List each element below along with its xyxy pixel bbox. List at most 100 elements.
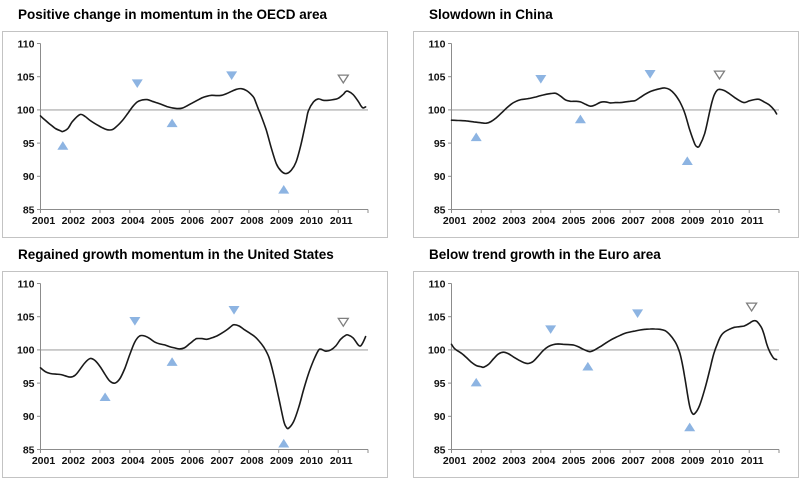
- trough-marker-icon: [684, 422, 696, 432]
- trough-marker-icon: [278, 438, 290, 448]
- svg-text:2005: 2005: [151, 215, 175, 227]
- svg-text:100: 100: [428, 345, 446, 357]
- svg-text:95: 95: [23, 138, 35, 150]
- chart-canvas-china: 85 90 95 100 105 110 2001 2002 2003 2004 2005 2006 2…: [413, 31, 799, 238]
- svg-text:2009: 2009: [681, 455, 705, 467]
- svg-text:2010: 2010: [300, 455, 324, 467]
- svg-text:100: 100: [17, 105, 35, 117]
- peak-marker-icon: [129, 317, 141, 326]
- svg-text:2005: 2005: [562, 455, 586, 467]
- chart-canvas-oecd: 85 90 95 100 105 110 2001 2002 2003 2004 2005 2006 2…: [2, 31, 388, 238]
- svg-text:2003: 2003: [502, 455, 526, 467]
- svg-text:85: 85: [23, 444, 35, 456]
- svg-text:2007: 2007: [210, 215, 234, 227]
- svg-text:2004: 2004: [121, 455, 145, 467]
- svg-text:90: 90: [434, 411, 446, 423]
- trough-marker-icon: [582, 361, 594, 371]
- svg-text:2010: 2010: [711, 455, 735, 467]
- peak-marker-icon: [131, 79, 143, 88]
- svg-text:2006: 2006: [181, 455, 205, 467]
- svg-text:85: 85: [434, 444, 446, 456]
- svg-text:85: 85: [23, 204, 35, 216]
- svg-text:2002: 2002: [62, 455, 86, 467]
- svg-text:2003: 2003: [502, 215, 526, 227]
- svg-text:2011: 2011: [330, 215, 353, 227]
- chart-panel-china: 85 90 95 100 105 110 2001 2002 2003 2004 2005 2006 2…: [413, 31, 799, 238]
- peak-marker-icon: [545, 325, 557, 334]
- chart-title-euro-area: Below trend growth in the Euro area: [429, 247, 661, 262]
- svg-text:100: 100: [428, 105, 446, 117]
- svg-text:105: 105: [17, 312, 35, 324]
- trough-marker-icon: [278, 184, 290, 194]
- svg-text:2004: 2004: [532, 215, 556, 227]
- peak-marker-icon: [228, 306, 240, 315]
- svg-text:2008: 2008: [240, 455, 264, 467]
- svg-text:110: 110: [18, 278, 35, 290]
- svg-text:90: 90: [23, 411, 35, 423]
- chart-canvas-euro-area: 85 90 95 100 105 110 2001 2002 2003 2004 2005 2006 2…: [413, 271, 799, 478]
- chart-title-china: Slowdown in China: [429, 7, 553, 22]
- svg-text:2008: 2008: [240, 215, 264, 227]
- chart-title-oecd: Positive change in momentum in the OECD …: [18, 7, 328, 22]
- svg-text:2005: 2005: [151, 455, 175, 467]
- svg-text:2003: 2003: [91, 455, 115, 467]
- svg-text:2009: 2009: [270, 455, 294, 467]
- peak-marker-icon: [632, 309, 644, 318]
- peak-marker-icon: [644, 70, 656, 79]
- svg-text:2011: 2011: [741, 215, 764, 227]
- svg-text:90: 90: [434, 171, 446, 183]
- provisional-peak-marker-icon: [337, 317, 350, 328]
- svg-text:2001: 2001: [32, 455, 56, 467]
- svg-text:2010: 2010: [300, 215, 324, 227]
- trough-marker-icon: [681, 156, 693, 166]
- provisional-peak-marker-icon: [713, 70, 726, 81]
- trough-marker-icon: [166, 357, 178, 366]
- svg-text:2008: 2008: [651, 215, 675, 227]
- svg-text:2001: 2001: [443, 215, 467, 227]
- svg-text:105: 105: [428, 312, 446, 324]
- svg-text:2002: 2002: [473, 215, 497, 227]
- svg-text:2004: 2004: [121, 215, 145, 227]
- svg-text:2001: 2001: [443, 455, 467, 467]
- svg-text:2007: 2007: [621, 215, 645, 227]
- svg-text:110: 110: [429, 38, 446, 50]
- svg-text:2007: 2007: [210, 455, 234, 467]
- peak-marker-icon: [226, 71, 238, 80]
- trough-marker-icon: [470, 132, 482, 142]
- svg-text:110: 110: [429, 278, 446, 290]
- chart-panel-oecd: 85 90 95 100 105 110 2001 2002 2003 2004 2005 2006 2…: [2, 31, 388, 238]
- trough-marker-icon: [574, 114, 586, 124]
- svg-text:95: 95: [23, 378, 35, 390]
- provisional-peak-marker-icon: [745, 302, 758, 313]
- svg-text:2006: 2006: [592, 455, 616, 467]
- svg-text:85: 85: [434, 204, 446, 216]
- svg-text:2010: 2010: [711, 215, 735, 227]
- provisional-peak-marker-icon: [337, 74, 350, 85]
- svg-text:2006: 2006: [592, 215, 616, 227]
- svg-text:2002: 2002: [62, 215, 86, 227]
- svg-text:90: 90: [23, 171, 35, 183]
- svg-text:2008: 2008: [651, 455, 675, 467]
- svg-text:2009: 2009: [270, 215, 294, 227]
- svg-text:2007: 2007: [621, 455, 645, 467]
- svg-text:2011: 2011: [741, 455, 764, 467]
- svg-text:105: 105: [17, 72, 35, 84]
- chart-title-united-states: Regained growth momentum in the United S…: [18, 247, 334, 262]
- svg-text:2004: 2004: [532, 455, 556, 467]
- svg-text:2011: 2011: [330, 455, 353, 467]
- chart-panel-united-states: 85 90 95 100 105 110 2001 2002 2003 2004 2005 2006 2…: [2, 271, 388, 478]
- svg-text:110: 110: [18, 38, 35, 50]
- trough-marker-icon: [57, 141, 69, 150]
- svg-text:2003: 2003: [91, 215, 115, 227]
- svg-text:105: 105: [428, 72, 446, 84]
- svg-text:2001: 2001: [32, 215, 56, 227]
- trough-marker-icon: [99, 392, 111, 402]
- peak-marker-icon: [535, 75, 547, 84]
- svg-text:2006: 2006: [181, 215, 205, 227]
- trough-marker-icon: [470, 377, 482, 387]
- chart-canvas-united-states: 85 90 95 100 105 110 2001 2002 2003 2004 2005 2006 2…: [2, 271, 388, 478]
- svg-text:2009: 2009: [681, 215, 705, 227]
- chart-panel-euro-area: 85 90 95 100 105 110 2001 2002 2003 2004 2005 2006 2…: [413, 271, 799, 478]
- svg-text:2005: 2005: [562, 215, 586, 227]
